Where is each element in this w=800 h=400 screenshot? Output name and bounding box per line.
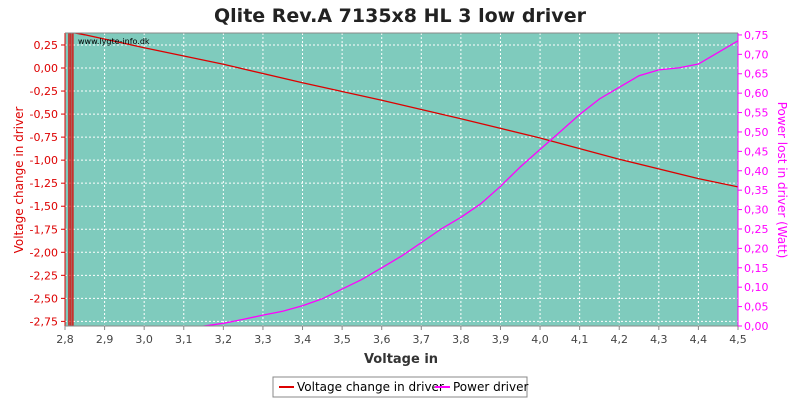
right-tick-label: 0,15 bbox=[744, 262, 769, 275]
x-tick-label: 3,1 bbox=[175, 333, 193, 346]
left-tick-label: -2,50 bbox=[30, 292, 58, 305]
right-tick-label: 0,10 bbox=[744, 281, 769, 294]
x-axis-title: Voltage in bbox=[364, 352, 438, 367]
power-series-line bbox=[203, 40, 738, 326]
right-tick-label: 0,60 bbox=[744, 87, 769, 100]
left-tick-label: -0,75 bbox=[30, 131, 58, 144]
x-tick-label: 3,0 bbox=[135, 333, 153, 346]
x-tick-label: 4,4 bbox=[690, 333, 708, 346]
watermark: www.lygte-info.dk bbox=[78, 37, 150, 46]
right-tick-label: 0,00 bbox=[744, 320, 769, 333]
x-tick-label: 4,1 bbox=[571, 333, 589, 346]
plot-area bbox=[65, 33, 738, 326]
x-tick-label: 3,6 bbox=[373, 333, 391, 346]
right-tick-label: 0,45 bbox=[744, 145, 769, 158]
left-tick-label: 0,25 bbox=[34, 39, 59, 52]
right-tick-label: 0,75 bbox=[744, 29, 769, 42]
left-tick-label: -2,25 bbox=[30, 269, 58, 282]
right-tick-label: 0,40 bbox=[744, 165, 769, 178]
left-axis-title: Voltage change in driver bbox=[12, 107, 26, 254]
left-tick-label: -0,25 bbox=[30, 85, 58, 98]
left-tick-label: -0,50 bbox=[30, 108, 58, 121]
right-tick-label: 0,05 bbox=[744, 301, 769, 314]
legend-label-power: Power driver bbox=[453, 380, 528, 394]
legend-label-voltage: Voltage change in driver bbox=[297, 380, 444, 394]
left-tick-label: -1,75 bbox=[30, 223, 58, 236]
right-tick-label: 0,20 bbox=[744, 242, 769, 255]
x-tick-label: 3,4 bbox=[294, 333, 312, 346]
right-axis-title: Power lost in driver (Watt) bbox=[775, 102, 789, 259]
x-tick-label: 3,8 bbox=[452, 333, 470, 346]
right-tick-labels: 0,75 0,70 0,65 0,60 0,55 0,50 0,45 0,40 0,35 0,30… bbox=[738, 29, 769, 333]
x-tick-label: 4,5 bbox=[729, 333, 747, 346]
x-tick-label: 4,3 bbox=[650, 333, 668, 346]
legend: Voltage change in driver Power driver bbox=[272, 376, 528, 398]
right-tick-label: 0,35 bbox=[744, 184, 769, 197]
chart-title: Qlite Rev.A 7135x8 HL 3 low driver bbox=[214, 5, 587, 27]
x-tick-label: 2,8 bbox=[56, 333, 74, 346]
left-tick-labels: 0,25 0,00 -0,25 -0,50 -0,75 -1,00 -1,25 -1,50 -1… bbox=[30, 39, 65, 328]
left-tick-label: -2,75 bbox=[30, 315, 58, 328]
x-tick-label: 3,3 bbox=[254, 333, 272, 346]
right-tick-label: 0,65 bbox=[744, 68, 769, 81]
grid-lines bbox=[64, 33, 739, 326]
legend-box bbox=[272, 376, 528, 398]
x-tick-label: 4,0 bbox=[531, 333, 549, 346]
x-tick-label: 2,9 bbox=[96, 333, 114, 346]
x-tick-label: 3,9 bbox=[492, 333, 510, 346]
x-tick-label: 3,2 bbox=[215, 333, 233, 346]
left-tick-label: -1,00 bbox=[30, 154, 58, 167]
x-tick-label: 4,2 bbox=[610, 333, 628, 346]
x-tick-label: 3,5 bbox=[333, 333, 351, 346]
x-tick-labels: 2,8 2,9 3,0 3,1 3,2 3,3 3,4 3,5 3,6 3,7 3,8 3,9 4,0 4… bbox=[56, 326, 747, 346]
left-tick-label: 0,00 bbox=[34, 62, 59, 75]
left-tick-label: -1,25 bbox=[30, 177, 58, 190]
right-tick-label: 0,30 bbox=[744, 204, 769, 217]
series-layer bbox=[68, 33, 738, 326]
right-tick-label: 0,70 bbox=[744, 48, 769, 61]
right-tick-label: 0,50 bbox=[744, 126, 769, 139]
right-tick-label: 0,55 bbox=[744, 107, 769, 120]
left-tick-label: -1,50 bbox=[30, 200, 58, 213]
x-tick-label: 3,7 bbox=[413, 333, 431, 346]
voltage-change-series-line bbox=[68, 33, 738, 326]
left-tick-label: -2,00 bbox=[30, 246, 58, 259]
right-tick-label: 0,25 bbox=[744, 223, 769, 236]
